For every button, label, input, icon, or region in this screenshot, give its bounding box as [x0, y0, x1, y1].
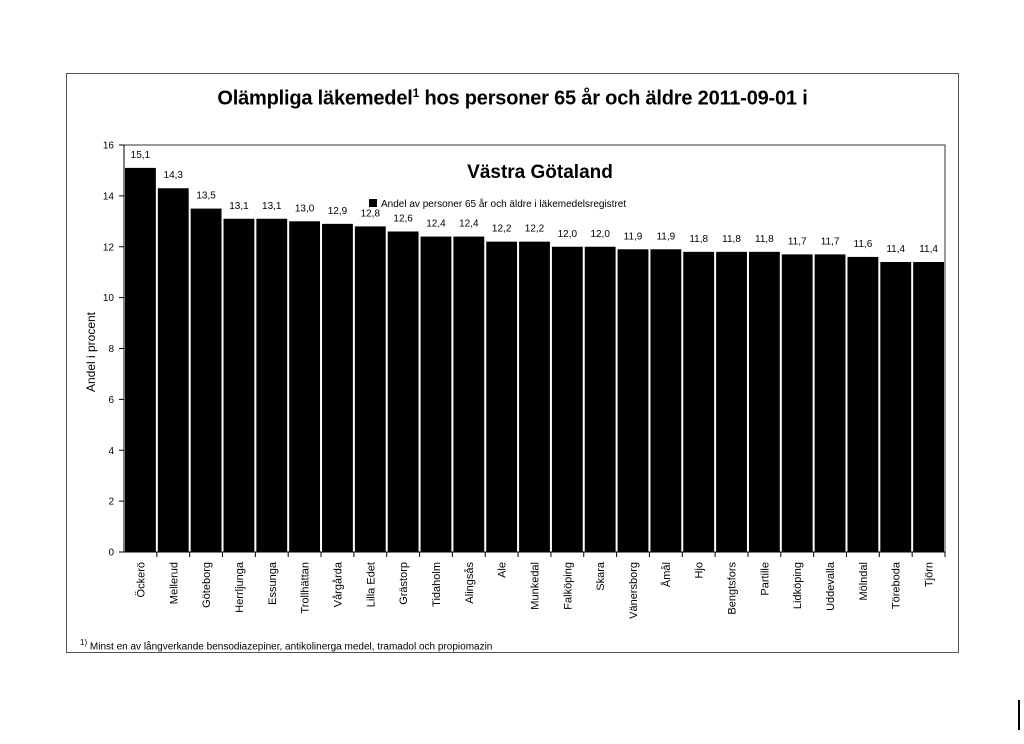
data-label: 12,0 — [590, 229, 610, 240]
bar — [519, 241, 550, 552]
y-axis-label: Andel i procent — [84, 311, 98, 392]
data-label: 11,8 — [722, 234, 741, 245]
bar — [223, 218, 255, 553]
data-label: 13,0 — [295, 203, 315, 214]
footnote: 1) Minst en av långverkande bensodiazepi… — [80, 638, 493, 653]
data-label: 13,1 — [229, 201, 249, 212]
data-label: 13,1 — [262, 201, 282, 212]
x-tick-label: Tidaholm — [431, 562, 443, 607]
scan-mark — [1018, 700, 1020, 730]
x-tick-label: Vårgårda — [332, 561, 344, 607]
x-tick-label: Göteborg — [201, 562, 213, 608]
bar — [847, 256, 879, 552]
x-tick-label: Essunga — [267, 561, 279, 605]
x-tick-label: Hjo — [694, 562, 706, 579]
bar — [814, 254, 846, 552]
bar — [387, 231, 419, 553]
y-tick-label: 4 — [108, 446, 114, 457]
data-label: 12,4 — [426, 219, 446, 230]
x-tick-label: Trollhättan — [300, 562, 312, 614]
plot-area: 0 2 4 6 8 10 12 14 16 15,1 Öckerö 14,3 Mellerud 13,5 G… — [103, 141, 946, 619]
x-tick-label: Åmål — [660, 562, 673, 587]
bar — [190, 208, 222, 552]
data-label: 11,4 — [886, 244, 905, 255]
bar — [584, 246, 616, 552]
bar — [880, 262, 912, 552]
bar — [913, 262, 944, 552]
chart-frame — [66, 73, 959, 653]
data-label: 12,2 — [525, 224, 545, 235]
bar — [486, 241, 518, 552]
chart-title: Olämpliga läkemedel1 hos personer 65 år … — [217, 86, 808, 110]
data-label: 12,9 — [328, 206, 348, 217]
x-tick-label: Mölndal — [858, 562, 870, 601]
x-tick-label: Uddevalla — [825, 561, 837, 611]
x-tick-label: Partille — [759, 562, 771, 596]
x-tick-label: Skara — [595, 561, 607, 591]
x-tick-label: Lilla Edet — [365, 562, 377, 607]
bar — [683, 251, 715, 552]
y-tick-label: 12 — [103, 242, 115, 253]
data-label: 13,5 — [196, 191, 216, 202]
bar — [354, 226, 386, 552]
x-tick-label: Vänersborg — [628, 562, 640, 619]
title-footnote-mark: 1 — [412, 86, 420, 100]
bar — [125, 167, 156, 553]
x-tick-label: Falköping — [562, 562, 574, 610]
data-label: 11,7 — [788, 236, 807, 247]
legend-swatch — [369, 199, 377, 207]
data-label: 11,9 — [624, 231, 643, 242]
y-tick-label: 14 — [103, 191, 115, 202]
x-tick-label: Grästorp — [398, 562, 410, 605]
x-tick-label: Lidköping — [792, 562, 804, 609]
y-tick-label: 2 — [108, 497, 114, 508]
bar — [256, 218, 288, 553]
x-tick-label: Herrljunga — [234, 561, 246, 613]
bar — [781, 254, 813, 552]
y-tick-label: 10 — [103, 293, 115, 304]
x-tick-label: Bengtsfors — [727, 562, 739, 615]
x-tick-label: Alingsås — [464, 562, 476, 604]
x-tick-label: Töreboda — [891, 561, 903, 609]
bar — [289, 221, 321, 552]
bar — [617, 249, 649, 552]
y-tick-label: 0 — [108, 548, 114, 559]
y-tick-label: 8 — [108, 344, 114, 355]
chart-subtitle: Västra Götaland — [467, 162, 613, 183]
legend-label: Andel av personer 65 år och äldre i läke… — [381, 198, 626, 210]
x-tick-label: Tjörn — [924, 562, 936, 587]
data-label: 11,6 — [854, 239, 873, 250]
bar — [716, 251, 747, 552]
bar — [453, 236, 485, 552]
y-tick-label: 16 — [103, 141, 115, 152]
data-label: 15,1 — [131, 150, 151, 161]
y-tick-label: 6 — [108, 395, 114, 406]
data-label: 11,4 — [919, 244, 938, 255]
data-label: 11,8 — [689, 234, 708, 245]
bar — [650, 249, 682, 552]
data-label: 14,3 — [164, 170, 184, 181]
bar — [420, 236, 452, 552]
data-label: 12,2 — [492, 224, 512, 235]
data-label: 12,4 — [459, 219, 479, 230]
data-label: 12,0 — [558, 229, 578, 240]
bar — [157, 188, 189, 552]
bar — [748, 251, 780, 552]
x-tick-label: Mellerud — [168, 562, 180, 604]
x-tick-label: Öckerö — [135, 562, 147, 597]
data-label: 11,8 — [755, 234, 774, 245]
x-tick-label: Munkedal — [530, 562, 542, 610]
data-label: 12,8 — [361, 208, 381, 219]
bar — [322, 223, 353, 552]
data-label: 12,6 — [393, 213, 413, 224]
data-label: 11,9 — [656, 231, 675, 242]
bar — [551, 246, 583, 552]
data-label: 11,7 — [821, 236, 840, 247]
x-tick-label: Ale — [497, 562, 509, 578]
